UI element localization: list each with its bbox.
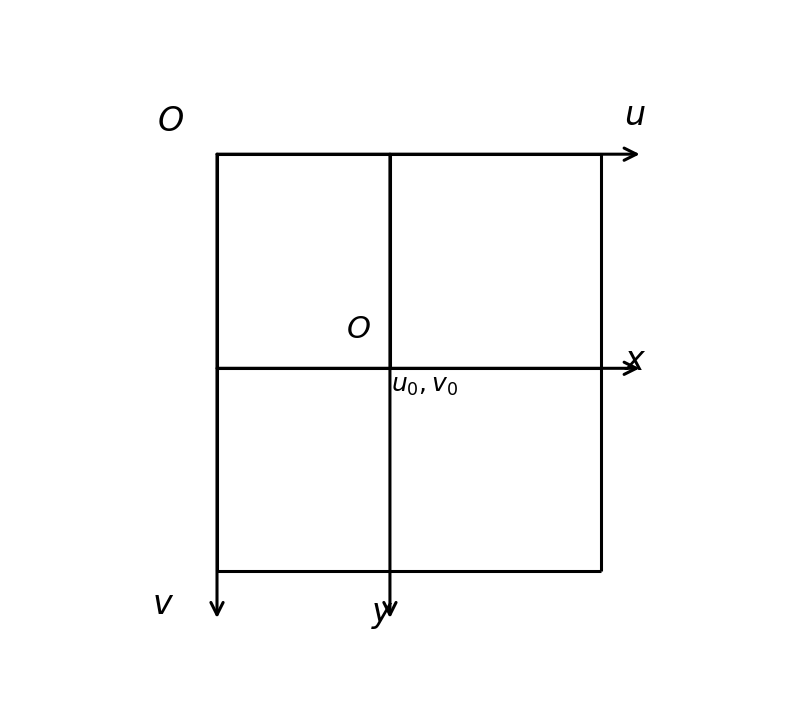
Text: O: O	[157, 105, 183, 138]
Text: u: u	[623, 99, 645, 132]
Text: O: O	[347, 314, 370, 344]
Text: $u_0, v_0$: $u_0, v_0$	[391, 374, 458, 398]
Text: x: x	[624, 344, 644, 376]
Text: y: y	[372, 596, 392, 629]
Text: v: v	[152, 588, 172, 621]
